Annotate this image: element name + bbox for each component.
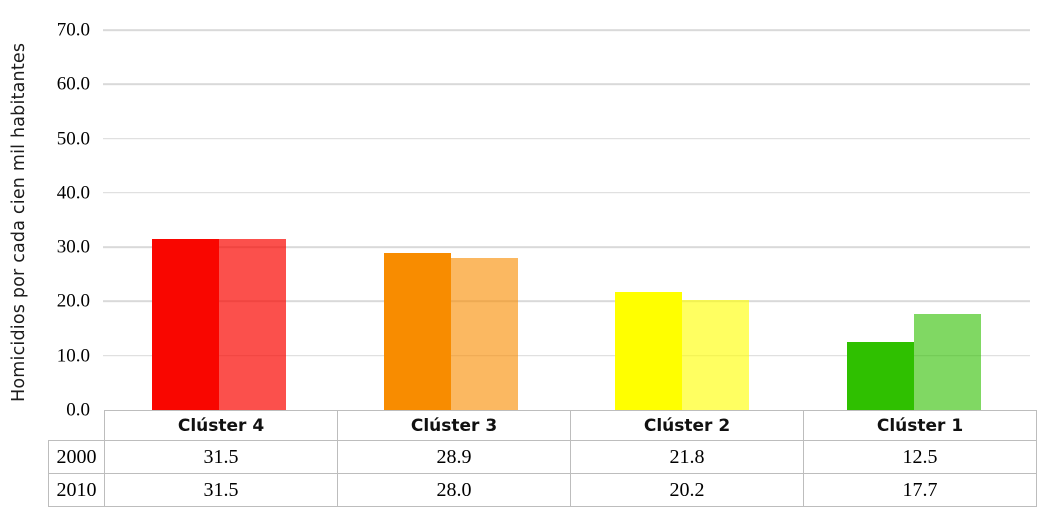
table-row-2010: 2010 31.5 28.0 20.2 17.7 (48, 473, 1037, 507)
bar-2010-cluster-4 (218, 239, 286, 410)
series-label-2000: 2000 (48, 440, 105, 474)
y-axis-tick-label: 70.0 (56, 19, 90, 41)
value-2000-cluster-3: 28.9 (337, 440, 571, 474)
table-header-cluster-3: Clúster 3 (337, 410, 571, 441)
value-2000-cluster-2: 21.8 (570, 440, 804, 474)
value-2010-cluster-1: 17.7 (803, 473, 1037, 507)
bar-2000-cluster-1 (847, 342, 915, 410)
value-2000-cluster-4: 31.5 (104, 440, 338, 474)
table-row-2000: 2000 31.5 28.9 21.8 12.5 (48, 440, 1037, 474)
bar-2000-cluster-2 (615, 291, 683, 410)
data-table-legend: Clúster 4 Clúster 3 Clúster 2 Clúster 1 2000… (48, 410, 1037, 507)
table-header-cluster-2: Clúster 2 (570, 410, 804, 441)
y-axis-tick-label: 30.0 (56, 236, 90, 258)
bar-2000-cluster-3 (383, 253, 451, 410)
table-corner-cell (48, 410, 105, 441)
gridline (103, 246, 1030, 248)
gridline (103, 192, 1030, 194)
table-header-cluster-1: Clúster 1 (803, 410, 1037, 441)
value-2010-cluster-2: 20.2 (570, 473, 804, 507)
bar-2010-cluster-3 (450, 258, 518, 410)
gridline (103, 354, 1030, 357)
value-2000-cluster-1: 12.5 (803, 440, 1037, 474)
plot-area (103, 29, 1030, 410)
gridline (103, 300, 1030, 303)
y-axis-tick-label: 60.0 (56, 73, 90, 95)
table-header-cluster-4: Clúster 4 (104, 410, 338, 441)
bar-2010-cluster-1 (914, 313, 982, 410)
bar-2010-cluster-2 (682, 300, 750, 410)
y-axis-tick-label: 20.0 (56, 290, 90, 312)
y-axis-tick-label: 10.0 (56, 345, 90, 367)
bar-2000-cluster-4 (151, 239, 219, 410)
value-2010-cluster-3: 28.0 (337, 473, 571, 507)
y-axis-tick-label: 40.0 (56, 182, 90, 204)
series-label-2010: 2010 (48, 473, 105, 507)
gridline (103, 29, 1030, 31)
y-axis-tick-label: 50.0 (56, 128, 90, 150)
gridline (103, 137, 1030, 140)
value-2010-cluster-4: 31.5 (104, 473, 338, 507)
gridline (103, 83, 1030, 86)
